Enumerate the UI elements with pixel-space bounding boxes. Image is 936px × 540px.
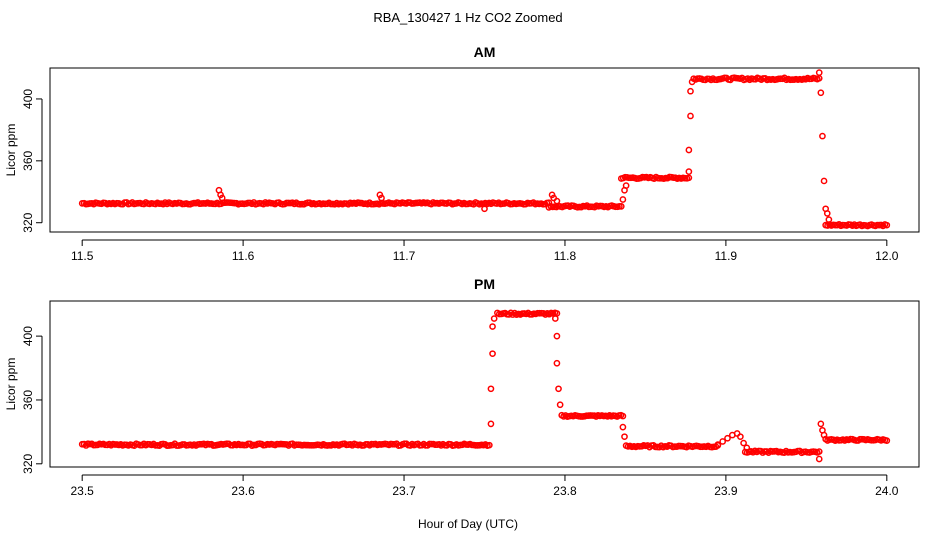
x-tick-label: 11.8 <box>554 249 577 263</box>
data-point <box>487 420 495 428</box>
data-point <box>621 433 628 441</box>
am-panel: AM 11.5 11.6 11.7 11.8 11.9 12.0 320 360 400 Licor… <box>4 44 920 263</box>
data-point <box>815 455 823 463</box>
x-tick-label: 23.6 <box>231 484 255 498</box>
y-axis-label: Licor ppm <box>4 124 18 177</box>
data-point <box>743 444 751 452</box>
data-point <box>490 315 498 322</box>
x-tick-label: 12.0 <box>875 249 899 263</box>
data-point <box>740 439 747 447</box>
data-point <box>553 332 561 340</box>
x-axis-label: Hour of Day (UTC) <box>418 517 518 531</box>
data-point <box>489 323 496 330</box>
pm-panel: PM 23.5 23.6 23.7 23.8 23.9 24.0 320 360 400Licor… <box>4 276 920 498</box>
x-tick-label: 23.5 <box>71 484 95 498</box>
data-point <box>815 69 823 76</box>
data-point <box>737 433 744 441</box>
data-point <box>883 221 891 229</box>
data-point <box>685 168 693 176</box>
data-point <box>883 437 891 444</box>
data-points <box>78 69 891 230</box>
x-tick-label: 11.7 <box>393 249 416 263</box>
data-point <box>218 194 226 202</box>
y-tick-label: 320 <box>21 212 35 232</box>
data-point <box>619 412 627 420</box>
data-point <box>551 315 559 322</box>
data-point <box>485 441 493 449</box>
data-point <box>825 216 833 223</box>
x-tick-label: 11.5 <box>71 249 94 263</box>
data-points <box>78 309 891 463</box>
data-point <box>820 431 828 439</box>
data-point <box>823 210 831 217</box>
figure-title: RBA_130427 1 Hz CO2 Zoomed <box>373 10 562 25</box>
panel-title: AM <box>474 44 496 60</box>
y-axis-label: Licor ppm <box>4 358 18 411</box>
data-point <box>724 434 731 442</box>
x-tick-label: 11.9 <box>715 249 738 263</box>
data-point <box>553 359 561 367</box>
data-point <box>687 87 694 95</box>
data-point <box>378 194 385 202</box>
x-tick-label: 23.9 <box>714 484 738 498</box>
data-point <box>819 132 826 140</box>
data-point <box>487 385 495 393</box>
x-tick-label: 24.0 <box>875 484 899 498</box>
data-point <box>555 385 562 393</box>
data-point <box>619 196 627 203</box>
data-point <box>617 203 625 210</box>
data-point <box>820 177 828 185</box>
panel-title: PM <box>474 276 495 292</box>
data-point <box>553 197 561 205</box>
data-point <box>489 350 496 358</box>
x-tick-label: 23.7 <box>392 484 416 498</box>
y-tick-label: 360 <box>21 150 35 170</box>
data-point <box>481 205 488 213</box>
data-point <box>817 89 825 97</box>
x-tick-label: 23.8 <box>553 484 577 498</box>
y-tick-label: 320 <box>21 453 35 473</box>
data-point <box>687 112 694 120</box>
data-point <box>815 448 823 455</box>
plot-frame <box>49 300 920 468</box>
y-tick-label: 400 <box>21 89 35 109</box>
data-point <box>685 174 693 182</box>
data-point <box>714 441 722 448</box>
plot-frame <box>49 67 920 233</box>
data-point <box>622 182 630 189</box>
data-point <box>719 438 727 445</box>
data-point <box>688 78 696 86</box>
data-point <box>556 401 564 409</box>
data-point <box>817 420 825 428</box>
data-point <box>685 146 693 154</box>
y-tick-label: 360 <box>21 390 35 410</box>
data-point <box>619 423 627 431</box>
x-tick-label: 11.6 <box>232 249 255 263</box>
y-tick-label: 400 <box>21 326 35 346</box>
